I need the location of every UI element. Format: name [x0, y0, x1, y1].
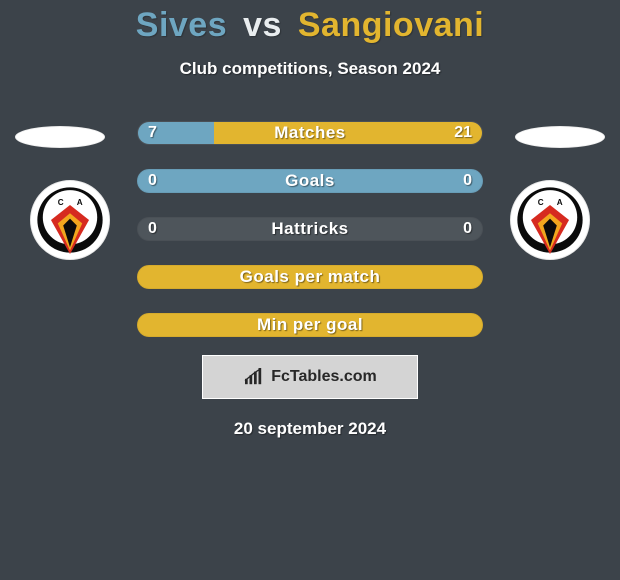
shield-icon: C A [516, 186, 584, 254]
brand-text: FcTables.com [271, 368, 377, 386]
subtitle: Club competitions, Season 2024 [0, 59, 620, 79]
stat-value-left: 0 [148, 172, 157, 190]
svg-text:C: C [58, 198, 64, 207]
page-title: Sives vs Sangiovani [0, 0, 620, 45]
comparison-card: Sives vs Sangiovani Club competitions, S… [0, 0, 620, 580]
stat-row: Min per goal [137, 313, 483, 337]
player1-name: Sives [136, 6, 227, 44]
stat-row: Matches721 [137, 121, 483, 145]
stat-label: Min per goal [138, 315, 482, 335]
svg-text:C: C [538, 198, 544, 207]
club-badge-left: C A [30, 180, 110, 260]
stat-value-right: 0 [463, 172, 472, 190]
svg-text:A: A [557, 198, 563, 207]
svg-text:A: A [77, 198, 83, 207]
player2-name: Sangiovani [298, 6, 484, 44]
club-badge-right: C A [510, 180, 590, 260]
bar-chart-icon [243, 368, 265, 386]
brand-box[interactable]: FcTables.com [202, 355, 418, 399]
stat-fill-mid [138, 218, 482, 240]
player2-photo-placeholder [515, 126, 605, 148]
stat-fill-right [214, 122, 482, 144]
stat-row: Goals0 0 [137, 169, 483, 193]
stats-list: Matches721 Goals0 0 Hattricks00 Goals per ma… [137, 121, 483, 337]
stat-fill-left [138, 122, 214, 144]
date-label: 20 september 2024 [0, 419, 620, 439]
stat-row: Hattricks00 [137, 217, 483, 241]
stat-label: Goals [138, 171, 482, 191]
player1-photo-placeholder [15, 126, 105, 148]
stat-label: Goals per match [138, 267, 482, 287]
vs-label: vs [243, 6, 282, 44]
stat-row: Goals per match [137, 265, 483, 289]
shield-icon: C A [36, 186, 104, 254]
